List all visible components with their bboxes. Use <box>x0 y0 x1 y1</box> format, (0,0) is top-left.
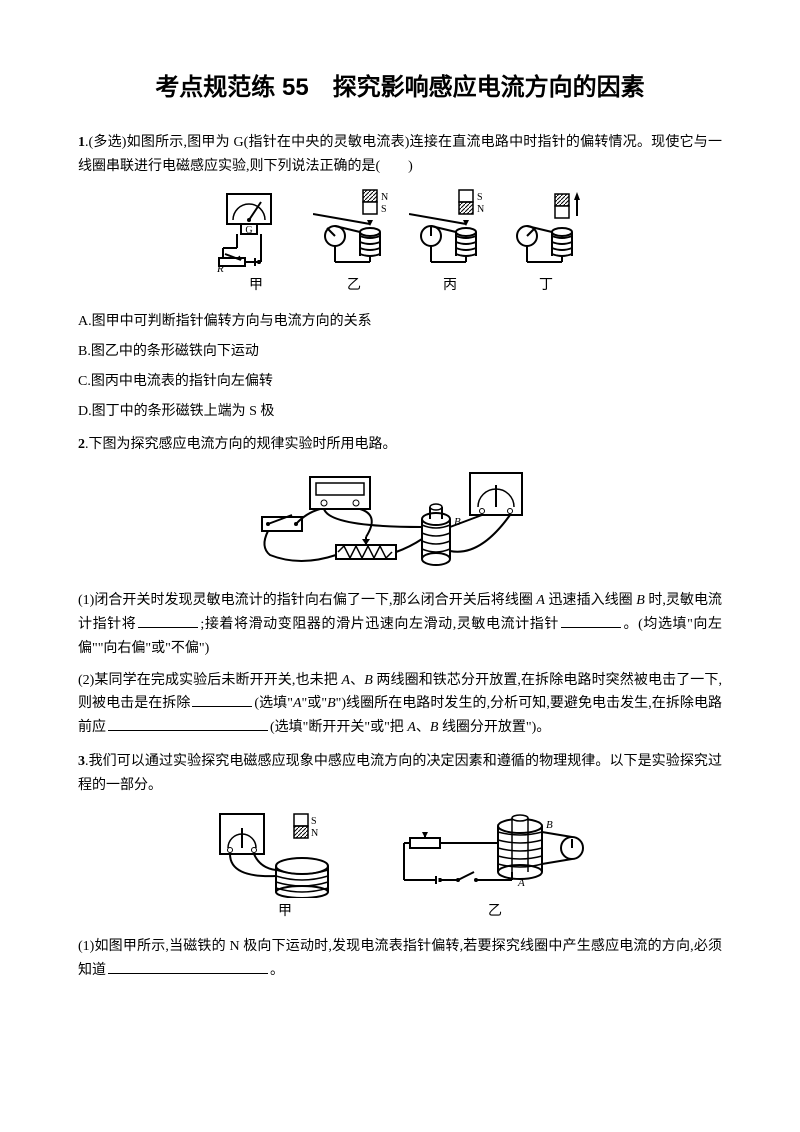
q2-p1a: (1)闭合开关时发现灵敏电流计的指针向右偏了一下,那么闭合开关后将线圈 <box>78 593 536 608</box>
q3-fig-jia-label: 甲 <box>278 900 292 924</box>
q2-p2c2: "或" <box>302 696 328 711</box>
q2-p2f: 线圈分开放置")。 <box>438 720 550 735</box>
q2-text: .下图为探究感应电流方向的规律实验时所用电路。 <box>85 437 397 452</box>
q2-num: 2 <box>78 437 85 452</box>
q2-p2sep1: 、 <box>350 673 364 688</box>
q1-opt-A: A.图甲中可判断指针偏转方向与电流方向的关系 <box>78 310 722 334</box>
q2-p1b: 迅速插入线圈 <box>545 593 636 608</box>
q3-fig-yi-label: 乙 <box>488 900 502 924</box>
q3-p1b: 。 <box>270 963 284 978</box>
q1-fig-ding-label: 丁 <box>539 274 553 298</box>
svg-text:A: A <box>517 877 525 889</box>
q1-fig-bing-svg: S N <box>409 188 491 272</box>
q1-fig-bing-label: 丙 <box>443 274 457 298</box>
q3-fig-jia: S N 甲 <box>210 808 360 924</box>
q3-num: 3 <box>78 754 85 769</box>
q3-blank1 <box>108 960 268 974</box>
svg-text:N: N <box>381 192 388 203</box>
q2-blank4 <box>108 717 268 731</box>
q3-figures: S N 甲 B A <box>78 808 722 924</box>
q2-p2a-B: B <box>364 673 373 688</box>
q2-p2e-A: A <box>407 720 416 735</box>
q1-figures: G R 甲 N S <box>78 188 722 298</box>
q1-opt-D: D.图丁中的条形磁铁上端为 S 极 <box>78 400 722 424</box>
q1-fig-ding-svg <box>505 188 587 272</box>
q1-fig-bing: S N 丙 <box>409 188 491 298</box>
svg-text:N: N <box>477 204 484 215</box>
q2-part2: (2)某同学在完成实验后未断开开关,也未把 A、B 两线圈和铁芯分开放置,在拆除… <box>78 669 722 740</box>
q1-fig-yi: N S 乙 <box>313 188 395 298</box>
svg-text:B: B <box>546 819 553 831</box>
q2-p2a-A: A <box>341 673 350 688</box>
svg-text:G: G <box>245 225 252 236</box>
q3-fig-jia-svg: S N <box>210 808 360 898</box>
q2-p1b-B: B <box>636 593 645 608</box>
svg-text:S: S <box>381 204 387 215</box>
svg-text:R: R <box>216 263 224 272</box>
q1-opt-B: B.图乙中的条形磁铁向下运动 <box>78 340 722 364</box>
q1-fig-yi-label: 乙 <box>347 274 361 298</box>
svg-text:S: S <box>311 816 317 827</box>
q2-p2a: (2)某同学在完成实验后未断开开关,也未把 <box>78 673 341 688</box>
q1-text: .(多选)如图所示,图甲为 G(指针在中央的灵敏电流表)连接在直流电路中时指针的… <box>78 135 722 174</box>
svg-text:B: B <box>454 516 461 528</box>
svg-text:N: N <box>311 828 318 839</box>
q2-p2e2: 、 <box>416 720 430 735</box>
q2-blank2 <box>561 614 621 628</box>
q2-figure-svg: B <box>250 467 550 577</box>
q3-text: .我们可以通过实验探究电磁感应现象中感应电流方向的决定因素和遵循的物理规律。以下… <box>78 754 722 793</box>
q2-figure: B <box>78 467 722 577</box>
q2-p1d: ;接着将滑动变阻器的滑片迅速向左滑动,灵敏电流计指针 <box>200 617 559 632</box>
q1-stem: 1.(多选)如图所示,图甲为 G(指针在中央的灵敏电流表)连接在直流电路中时指针… <box>78 131 722 179</box>
q3-fig-yi: B A 乙 <box>400 808 590 924</box>
q1-fig-jia-svg: G R <box>213 188 299 272</box>
q3-fig-yi-svg: B A <box>400 808 590 898</box>
q2-p2c-B: B <box>327 696 336 711</box>
svg-text:S: S <box>477 192 483 203</box>
q2-p2c: (选填" <box>254 696 293 711</box>
q2-p2c-A: A <box>293 696 302 711</box>
q1-fig-yi-svg: N S <box>313 188 395 272</box>
q2-part1: (1)闭合开关时发现灵敏电流计的指针向右偏了一下,那么闭合开关后将线圈 A 迅速… <box>78 589 722 660</box>
q3-stem: 3.我们可以通过实验探究电磁感应现象中感应电流方向的决定因素和遵循的物理规律。以… <box>78 750 722 798</box>
q2-p1a-A: A <box>536 593 545 608</box>
q2-blank3 <box>192 693 252 707</box>
q2-blank1 <box>138 614 198 628</box>
q2-stem: 2.下图为探究感应电流方向的规律实验时所用电路。 <box>78 433 722 457</box>
page-title: 考点规范练 55 探究影响感应电流方向的因素 <box>78 68 722 109</box>
q1-fig-jia-label: 甲 <box>249 274 263 298</box>
q1-fig-jia: G R 甲 <box>213 188 299 298</box>
q2-p2e: (选填"断开开关"或"把 <box>270 720 407 735</box>
q1-opt-C: C.图丙中电流表的指针向左偏转 <box>78 370 722 394</box>
q1-fig-ding: 丁 <box>505 188 587 298</box>
q3-part1: (1)如图甲所示,当磁铁的 N 极向下运动时,发现电流表指针偏转,若要探究线圈中… <box>78 935 722 983</box>
q1-num: 1 <box>78 135 85 150</box>
